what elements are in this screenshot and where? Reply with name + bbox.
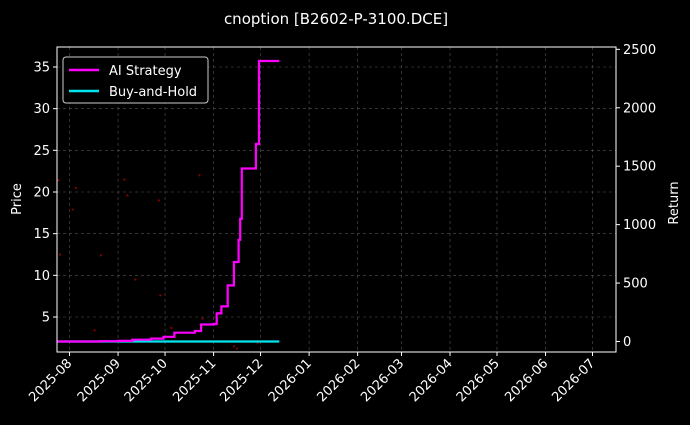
price-point — [99, 254, 102, 257]
x-tick-label: 2026-05 — [454, 356, 503, 405]
price-point — [59, 253, 62, 256]
y-left-tick-label: 20 — [33, 186, 50, 201]
x-tick-label: 2026-01 — [266, 356, 315, 405]
price-point — [232, 345, 236, 348]
y-axis-left-label: Price — [10, 183, 25, 215]
y-left-tick-label: 25 — [33, 144, 50, 159]
ai-strategy-line — [57, 59, 280, 343]
y-left-tick-label: 30 — [33, 102, 50, 117]
y-left-tick-label: 10 — [33, 269, 50, 284]
chart-title: cnoption [B2602-P-3100.DCE] — [224, 10, 448, 28]
price-point — [157, 199, 160, 202]
x-tick-label: 2026-07 — [549, 356, 598, 405]
legend-label-buy-and-hold: Buy-and-Hold — [109, 85, 197, 100]
price-point — [198, 174, 201, 177]
y-right-tick-label: 1500 — [623, 160, 656, 175]
legend: AI Strategy Buy-and-Hold — [62, 56, 209, 104]
y-right-tick-label: 2000 — [623, 101, 656, 116]
y-left-tick-label: 5 — [42, 311, 50, 326]
y-left-tick-label: 35 — [33, 61, 50, 76]
x-tick-label: 2025-11 — [170, 356, 219, 405]
x-tick-label: 2026-06 — [502, 356, 551, 405]
legend-label-ai-strategy: AI Strategy — [109, 64, 182, 79]
legend-box — [62, 56, 209, 104]
price-point — [170, 326, 173, 329]
y-right-tick-label: 0 — [623, 335, 631, 350]
price-point — [93, 329, 96, 332]
price-point — [74, 186, 77, 189]
price-point — [201, 317, 204, 320]
y-right-tick-label: 1000 — [623, 218, 656, 233]
x-tick-label: 2025-10 — [122, 356, 171, 405]
price-point — [123, 178, 126, 181]
x-tick-label: 2025-12 — [217, 356, 266, 405]
y-axis-right-label: Return — [667, 181, 682, 224]
x-tick-label: 2026-04 — [407, 356, 456, 405]
y-right-tick-label: 2500 — [623, 43, 656, 58]
x-tick-label: 2025-08 — [26, 356, 75, 405]
y-right-tick-label: 500 — [623, 277, 648, 292]
plot-frame — [56, 46, 617, 353]
x-tick-label: 2026-03 — [358, 356, 407, 405]
price-point — [126, 194, 129, 197]
x-tick-label: 2026-02 — [314, 356, 363, 405]
x-tick-label: 2025-09 — [75, 356, 124, 405]
price-point — [71, 208, 74, 211]
series-lines — [57, 59, 280, 343]
y-left-tick-label: 15 — [33, 227, 50, 242]
price-scatter — [57, 174, 259, 350]
price-point — [235, 347, 239, 350]
price-point — [134, 278, 137, 281]
price-point — [159, 294, 162, 297]
price-point — [57, 179, 60, 182]
